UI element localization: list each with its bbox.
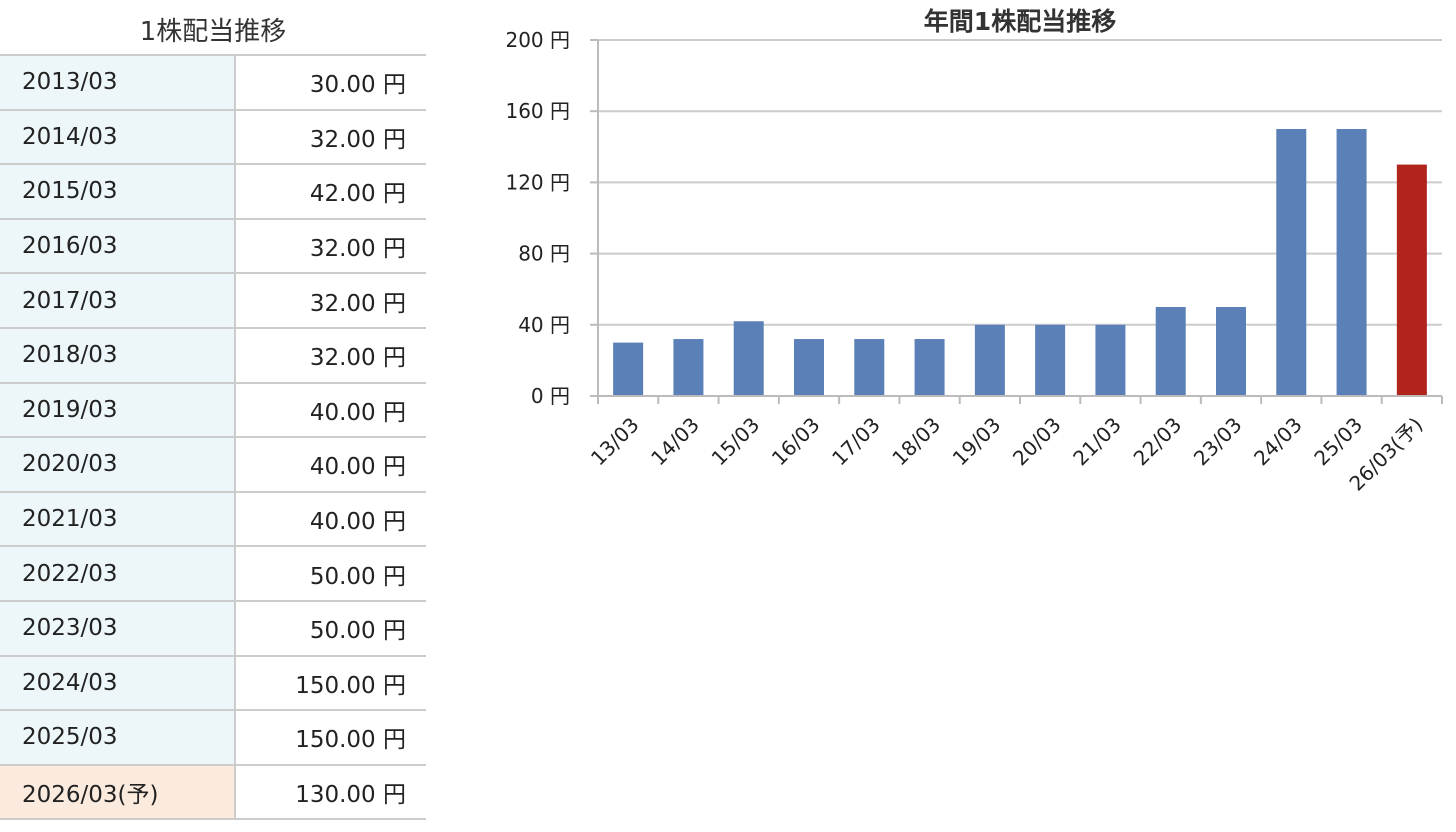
bar (794, 339, 824, 396)
x-tick-label: 13/03 (586, 413, 644, 471)
y-tick-label: 120 円 (505, 170, 570, 194)
y-tick-label: 200 円 (505, 28, 570, 52)
bar (974, 324, 1005, 396)
amount-cell: 32.00 円 (235, 109, 426, 166)
x-tick-label: 23/03 (1189, 413, 1247, 471)
amount-cell: 50.00 円 (235, 600, 426, 657)
bar (914, 339, 945, 396)
amount-cell: 40.00 円 (235, 491, 426, 548)
dividend-table: 2013/03 30.00 円 2014/03 32.00 円 2015/03 42.00… (0, 54, 426, 821)
y-tick-label: 80 円 (518, 242, 570, 266)
y-tick-label: 40 円 (518, 313, 570, 337)
x-tick-label: 20/03 (1008, 413, 1066, 471)
bar (1216, 307, 1246, 396)
y-tick-label: 0 円 (531, 384, 570, 408)
table-row: 2026/03(予) 130.00 円 (0, 764, 426, 821)
table-row: 2020/03 40.00 円 (0, 437, 426, 493)
year-cell: 2022/03 (0, 546, 236, 602)
bar (1155, 307, 1186, 396)
amount-cell: 40.00 円 (235, 382, 426, 439)
amount-cell: 32.00 円 (235, 273, 426, 329)
x-tick-label: 17/03 (827, 413, 885, 471)
bar (1035, 324, 1066, 396)
amount-cell: 150.00 円 (235, 710, 426, 766)
year-cell: 2023/03 (0, 600, 236, 657)
table-row: 2025/03 150.00 円 (0, 710, 426, 766)
year-cell: 2018/03 (0, 327, 236, 384)
amount-cell: 42.00 円 (235, 164, 426, 220)
amount-cell: 40.00 円 (235, 437, 426, 493)
bar (1336, 129, 1367, 396)
amount-cell: 30.00 円 (235, 54, 426, 111)
table-row: 2014/03 32.00 円 (0, 109, 426, 166)
bar (613, 342, 644, 396)
amount-cell: 32.00 円 (235, 218, 426, 275)
table-row: 2017/03 32.00 円 (0, 273, 426, 329)
x-tick-label: 25/03 (1309, 413, 1367, 471)
year-cell: 2017/03 (0, 273, 236, 329)
x-tick-label: 22/03 (1129, 413, 1187, 471)
dividend-table-panel: 1株配当推移 2013/03 30.00 円 2014/03 32.00 円 2015/… (0, 0, 426, 821)
table-row: 2018/03 32.00 円 (0, 327, 426, 384)
x-tick-label: 16/03 (767, 413, 825, 471)
amount-cell: 50.00 円 (235, 546, 426, 602)
year-cell: 2015/03 (0, 164, 236, 220)
table-row: 2013/03 30.00 円 (0, 54, 426, 111)
forecast-bar (1396, 164, 1427, 396)
x-tick-label: 24/03 (1249, 413, 1307, 471)
table-row: 2019/03 40.00 円 (0, 382, 426, 439)
amount-cell: 130.00 円 (235, 764, 426, 821)
year-cell: 2016/03 (0, 218, 236, 275)
x-tick-label: 14/03 (646, 413, 704, 471)
table-row: 2023/03 50.00 円 (0, 600, 426, 657)
year-cell: 2026/03(予) (0, 764, 236, 821)
year-cell: 2020/03 (0, 437, 236, 493)
bar (1095, 324, 1126, 396)
bar (1276, 129, 1307, 396)
year-cell: 2024/03 (0, 655, 236, 712)
dividend-chart-panel: 年間1株配当推移 0 円 40 円 80 円 120 円 160 円 200 円 13/03 1… (430, 0, 1456, 520)
chart-title: 年間1株配当推移 (924, 7, 1116, 36)
year-cell: 2014/03 (0, 109, 236, 166)
bar (673, 339, 704, 396)
y-tick-label: 160 円 (505, 99, 570, 123)
amount-cell: 32.00 円 (235, 327, 426, 384)
year-cell: 2019/03 (0, 382, 236, 439)
x-tick-label: 15/03 (707, 413, 765, 471)
amount-cell: 150.00 円 (235, 655, 426, 712)
bar (733, 321, 764, 396)
table-title: 1株配当推移 (139, 17, 287, 47)
x-tick-label: 21/03 (1068, 413, 1126, 471)
table-row: 2022/03 50.00 円 (0, 546, 426, 602)
x-tick-label: 18/03 (887, 413, 945, 471)
table-row: 2021/03 40.00 円 (0, 491, 426, 548)
x-tick-label: 19/03 (948, 413, 1006, 471)
table-row: 2016/03 32.00 円 (0, 218, 426, 275)
bar (854, 339, 885, 396)
table-row: 2015/03 42.00 円 (0, 164, 426, 220)
table-row: 2024/03 150.00 円 (0, 655, 426, 712)
year-cell: 2013/03 (0, 54, 236, 111)
year-cell: 2021/03 (0, 491, 236, 548)
year-cell: 2025/03 (0, 710, 236, 766)
